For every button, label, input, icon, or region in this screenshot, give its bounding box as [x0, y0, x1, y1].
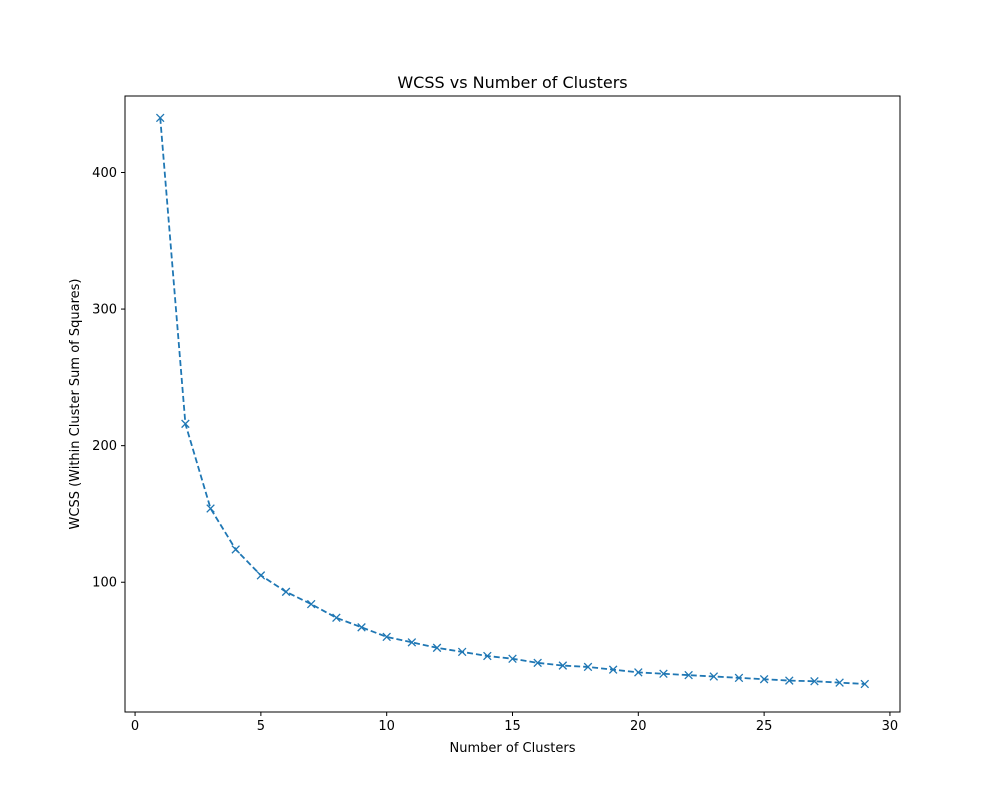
data-point-marker [508, 654, 517, 663]
x-tick-label: 20 [630, 719, 647, 734]
chart-title: WCSS vs Number of Clusters [397, 73, 627, 92]
data-point-marker [684, 670, 693, 680]
data-point-marker [231, 545, 240, 554]
data-point-marker [407, 638, 417, 647]
data-point-marker [558, 661, 568, 670]
data-point-marker [734, 673, 744, 683]
y-axis-label: WCSS (Within Cluster Sum of Squares) [68, 279, 83, 530]
y-tick-label: 400 [92, 166, 117, 181]
data-point-marker [533, 658, 542, 668]
data-point-marker [457, 647, 467, 657]
data-point-marker [810, 677, 819, 686]
x-tick-label: 30 [882, 719, 899, 734]
data-point-marker [357, 623, 366, 632]
x-axis-label: Number of Clusters [450, 741, 576, 756]
plot-frame [124, 95, 901, 713]
data-point-marker [835, 678, 844, 687]
data-point-marker [432, 643, 442, 653]
data-point-marker [483, 651, 492, 661]
x-tick-label: 15 [504, 719, 521, 734]
y-tick-label: 100 [92, 576, 117, 591]
data-point-marker [709, 672, 719, 681]
data-point-marker [608, 665, 618, 674]
data-point-marker [155, 113, 165, 123]
x-tick-label: 5 [257, 719, 265, 734]
y-axis: 100 200 300 400 [92, 166, 125, 591]
data-point-marker [759, 674, 769, 684]
x-tick-label: 0 [131, 719, 139, 734]
data-point-marker [634, 668, 643, 677]
data-point-marker [306, 599, 316, 609]
data-point-marker [860, 679, 870, 689]
data-point-marker [583, 662, 593, 672]
x-tick-label: 25 [756, 719, 773, 734]
y-tick-label: 200 [92, 439, 117, 454]
data-point-marker [785, 676, 794, 685]
data-point-marker [382, 632, 391, 642]
data-point-marker [256, 571, 266, 580]
data-point-marker [206, 504, 215, 513]
x-tick-label: 10 [378, 719, 395, 734]
x-axis: 0 5 10 15 20 25 30 [131, 712, 898, 734]
data-point-marker [659, 669, 668, 679]
data-point-marker [332, 613, 341, 623]
data-point-marker [281, 587, 291, 597]
data-point-marker [181, 419, 190, 429]
series-layer [155, 113, 870, 689]
y-tick-label: 300 [92, 303, 117, 318]
